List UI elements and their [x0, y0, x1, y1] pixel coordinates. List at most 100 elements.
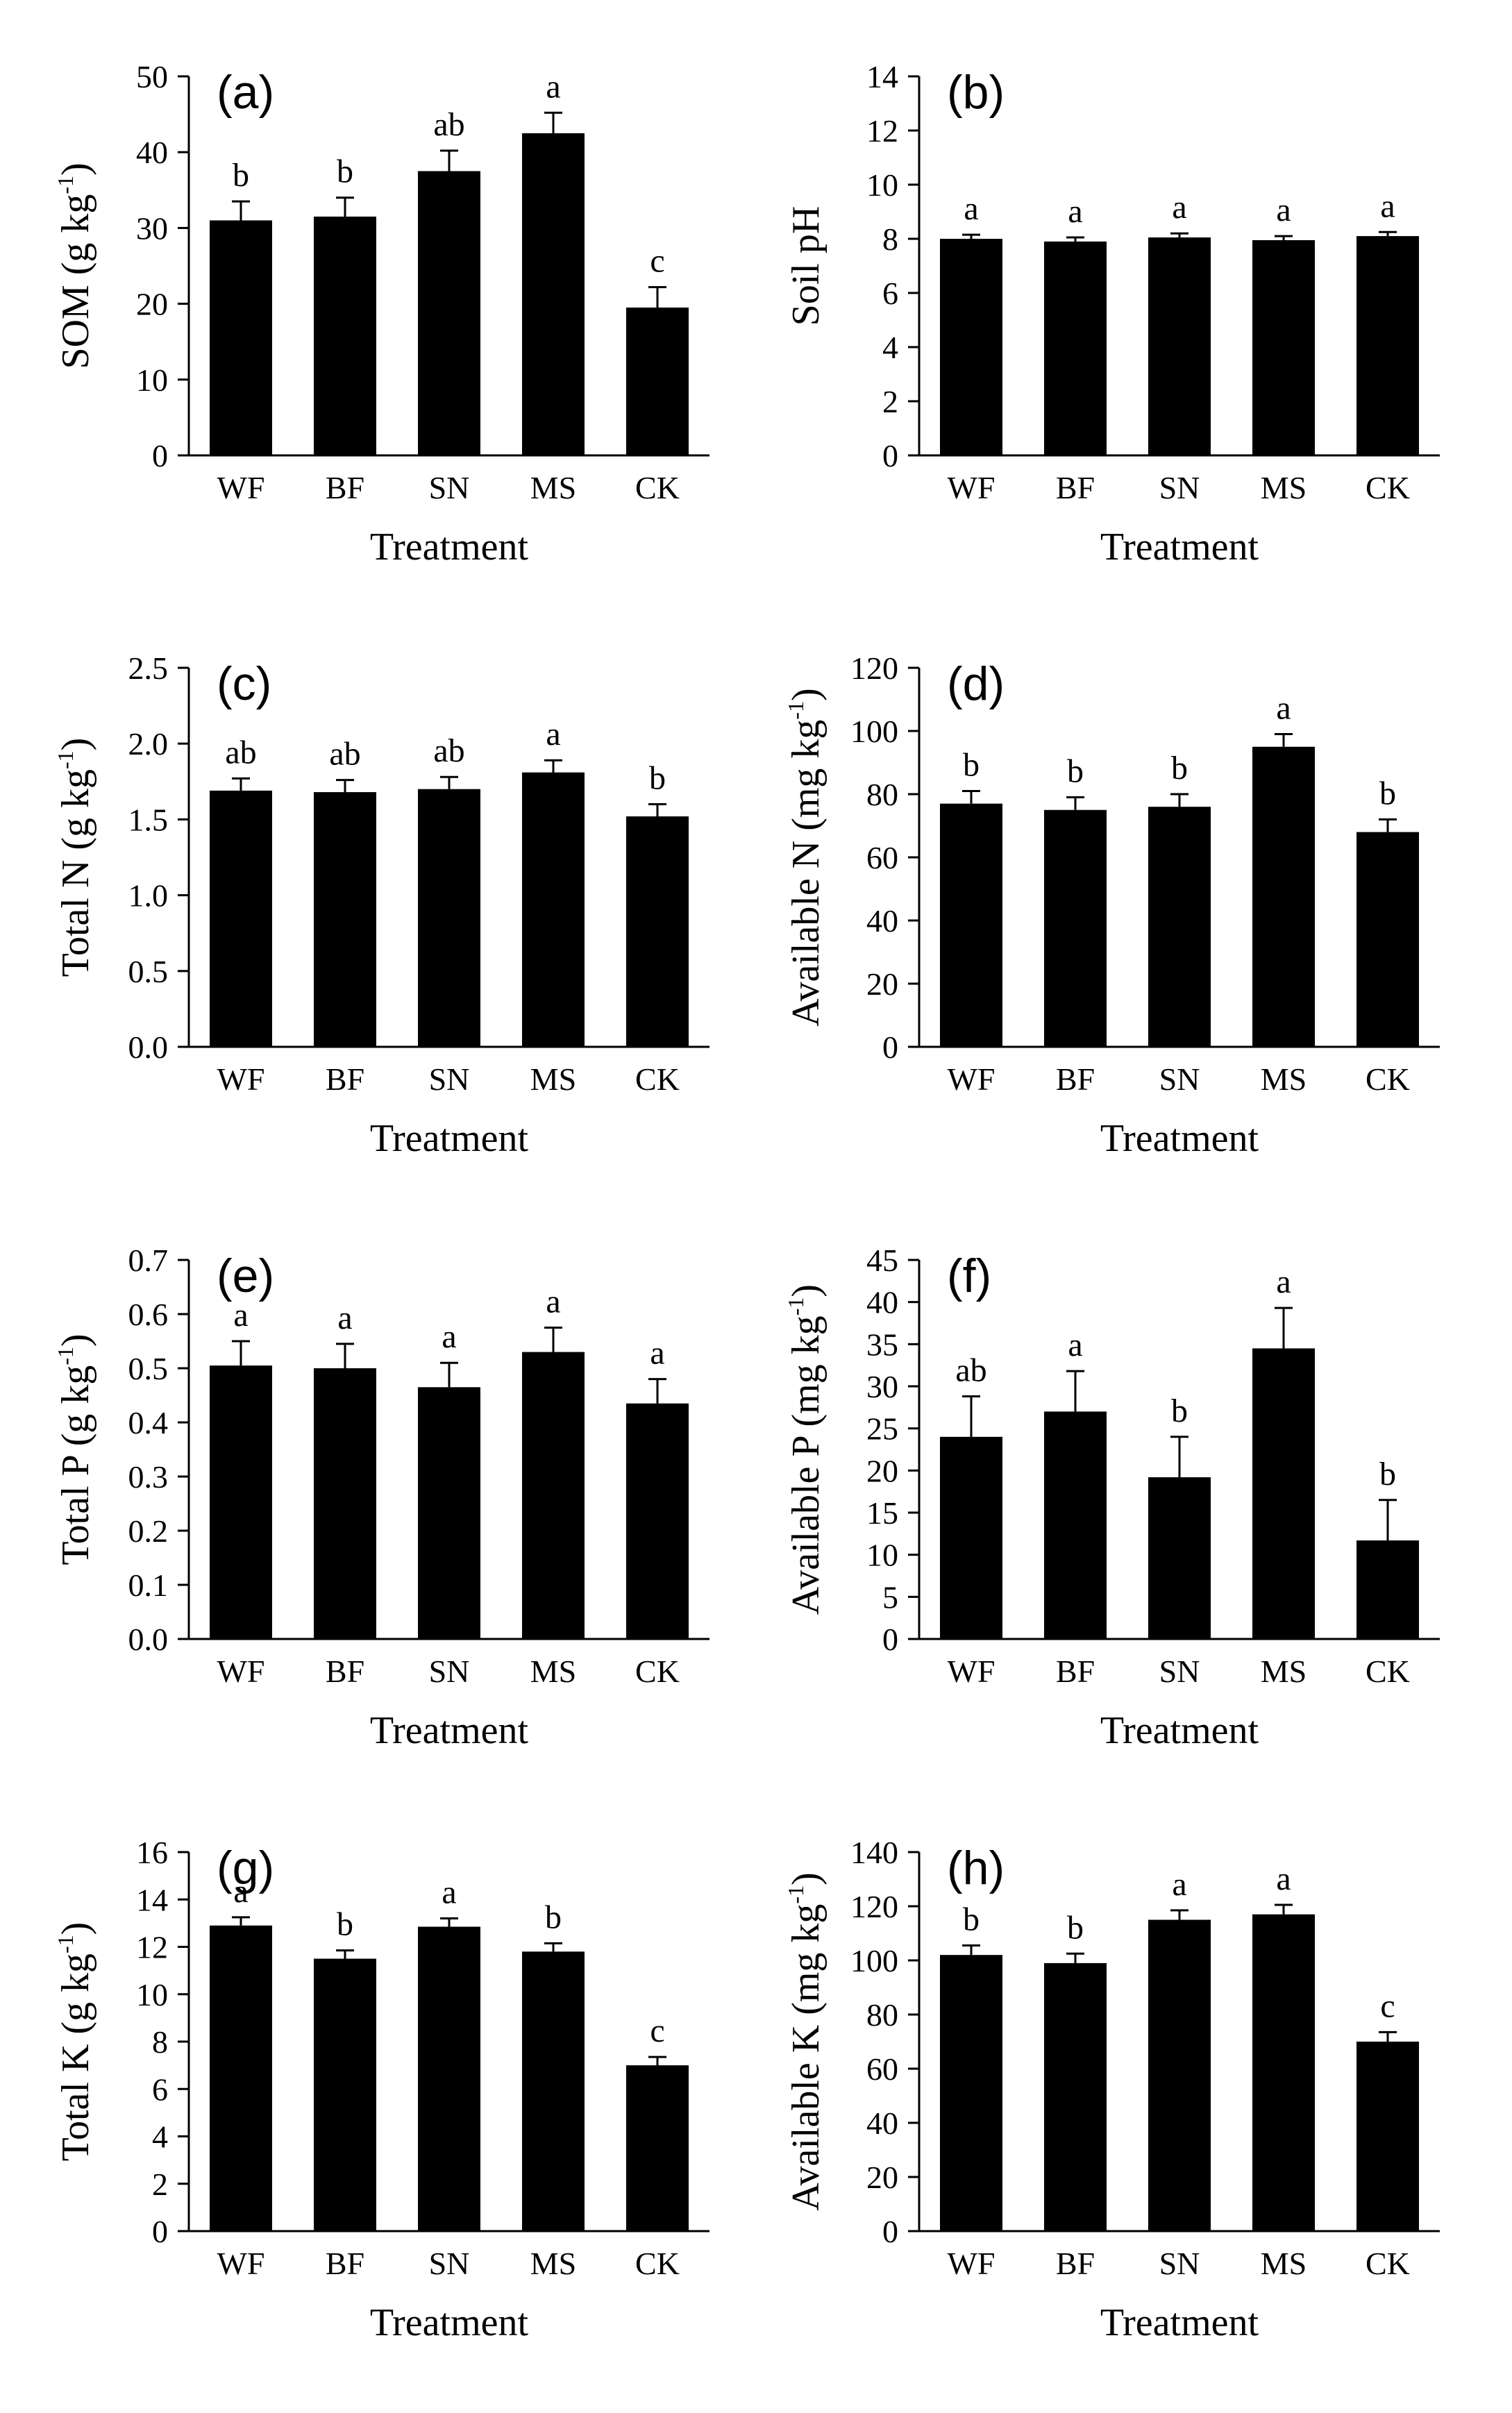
y-tick-label: 120 [850, 650, 898, 686]
bar [626, 1403, 689, 1639]
significance-letter: a [1172, 1866, 1186, 1903]
x-tick-label: BF [1056, 2246, 1095, 2281]
significance-letter: a [1276, 690, 1291, 727]
bar [1044, 1962, 1107, 2231]
significance-letter: a [964, 190, 978, 227]
x-tick-label: CK [635, 1061, 680, 1097]
y-tick-label: 1.5 [128, 802, 169, 837]
bar [314, 217, 376, 455]
chart-panel-a: 0 10 20 30 40 50 b WF b BF ab SN a MS c CK Treatment SOM … [53, 59, 709, 569]
y-tick-label: 45 [866, 1243, 898, 1278]
panel-label: (e) [217, 1250, 274, 1302]
panel-label: (b) [947, 66, 1005, 119]
significance-letter: ab [433, 106, 464, 143]
y-tick-label: 10 [866, 1538, 898, 1573]
x-tick-label: WF [217, 1654, 265, 1689]
x-tick-label: MS [1261, 2246, 1307, 2281]
y-tick-label: 0 [882, 1622, 898, 1657]
significance-letter: c [650, 2012, 664, 2049]
bar [1252, 1348, 1315, 1639]
bar [314, 792, 376, 1047]
x-tick-label: BF [326, 1061, 364, 1097]
y-tick-label: 8 [152, 2024, 168, 2060]
significance-letter: a [1172, 189, 1186, 226]
y-tick-label: 25 [866, 1411, 898, 1447]
significance-letter: ab [329, 736, 360, 773]
y-tick-label: 30 [866, 1369, 898, 1404]
bar [418, 1926, 480, 2231]
y-tick-label: 14 [866, 59, 898, 94]
x-tick-label: WF [948, 470, 996, 505]
bar [626, 816, 689, 1047]
x-axis-label: Treatment [370, 526, 529, 569]
x-tick-label: CK [1366, 1061, 1410, 1097]
x-tick-label: MS [1261, 470, 1307, 505]
y-tick-label: 2.5 [128, 650, 169, 686]
chart-panel-g: 0 2 4 6 8 10 12 14 16 a WF b BF a SN b MS c CK Treatment Tot… [53, 1835, 709, 2344]
y-axis-label-superscript: -1 [53, 176, 78, 194]
significance-letter: a [1380, 187, 1395, 224]
y-axis-label-superscript: -1 [783, 1885, 808, 1904]
significance-letter: c [1380, 1987, 1395, 2024]
bar [522, 772, 585, 1047]
significance-letter: ab [225, 734, 256, 771]
panel-label: (d) [947, 657, 1005, 710]
panel-label: (g) [217, 1842, 274, 1894]
significance-letter: a [233, 1873, 248, 1910]
panel-label: (h) [947, 1842, 1005, 1894]
x-axis-label: Treatment [1100, 1709, 1259, 1752]
y-axis-label-close: ) [54, 1334, 97, 1347]
y-tick-label: 10 [136, 1977, 168, 2012]
bar [1356, 2042, 1419, 2231]
significance-letter: a [337, 1300, 352, 1336]
chart-panel-h: 0 20 40 60 80 100 120 140 b WF b BF a SN a MS c CK Treatme… [783, 1835, 1440, 2344]
y-tick-label: 40 [136, 135, 168, 170]
y-axis-label-superscript: -1 [53, 750, 78, 769]
y-axis-label: Soil pH [784, 206, 828, 326]
y-tick-label: 0.3 [128, 1459, 169, 1495]
significance-letter: a [1068, 1327, 1082, 1363]
x-tick-label: WF [948, 2246, 996, 2281]
x-axis-label: Treatment [370, 1709, 529, 1752]
bar [522, 133, 585, 455]
y-tick-label: 6 [152, 2071, 168, 2107]
y-tick-label: 2 [882, 384, 898, 419]
y-axis-label: Available K (mg kg-1) [783, 1872, 828, 2211]
x-axis-label: Treatment [1100, 2301, 1259, 2344]
significance-letter: b [1067, 1909, 1084, 1946]
y-tick-label: 0.5 [128, 1351, 169, 1386]
bar [210, 220, 272, 455]
bar [940, 1436, 1002, 1639]
y-tick-label: 0 [152, 2214, 168, 2249]
bar [940, 239, 1002, 455]
y-axis-label: Available N (mg kg-1) [783, 688, 828, 1027]
significance-letter: b [963, 1901, 980, 1938]
significance-letter: a [1276, 192, 1291, 228]
y-tick-label: 10 [136, 362, 168, 398]
significance-letter: a [546, 1284, 560, 1320]
x-tick-label: CK [635, 2246, 680, 2281]
y-tick-label: 0.2 [128, 1513, 169, 1549]
bar [210, 790, 272, 1047]
y-axis-label-superscript: -1 [53, 1347, 78, 1365]
x-tick-label: WF [217, 1061, 265, 1097]
y-tick-label: 0.6 [128, 1297, 169, 1332]
y-axis-label-close: ) [784, 688, 828, 701]
bar [1044, 1411, 1107, 1639]
y-axis-label-close: ) [54, 738, 97, 751]
y-tick-label: 0.5 [128, 954, 169, 989]
x-tick-label: SN [429, 470, 470, 505]
y-axis-label-main: SOM (g kg [54, 194, 97, 369]
y-tick-label: 120 [850, 1889, 898, 1924]
y-tick-label: 40 [866, 903, 898, 939]
y-tick-label: 0.7 [128, 1243, 169, 1278]
y-axis-label-main: Total K (g kg [54, 1953, 97, 2161]
panel-label: (a) [217, 66, 274, 119]
x-tick-label: BF [1056, 470, 1095, 505]
chart-panel-b: 0 2 4 6 8 10 12 14 a WF a BF a SN a MS a CK Treatment Soil … [784, 59, 1440, 569]
x-axis-label: Treatment [1100, 1117, 1259, 1160]
chart-panel-f: 0 5 10 15 20 25 30 35 40 45 ab WF a BF b SN a MS b CK Treatm… [783, 1243, 1440, 1752]
y-tick-label: 0.1 [128, 1567, 169, 1603]
bar [418, 789, 480, 1047]
significance-letter: b [337, 153, 353, 190]
